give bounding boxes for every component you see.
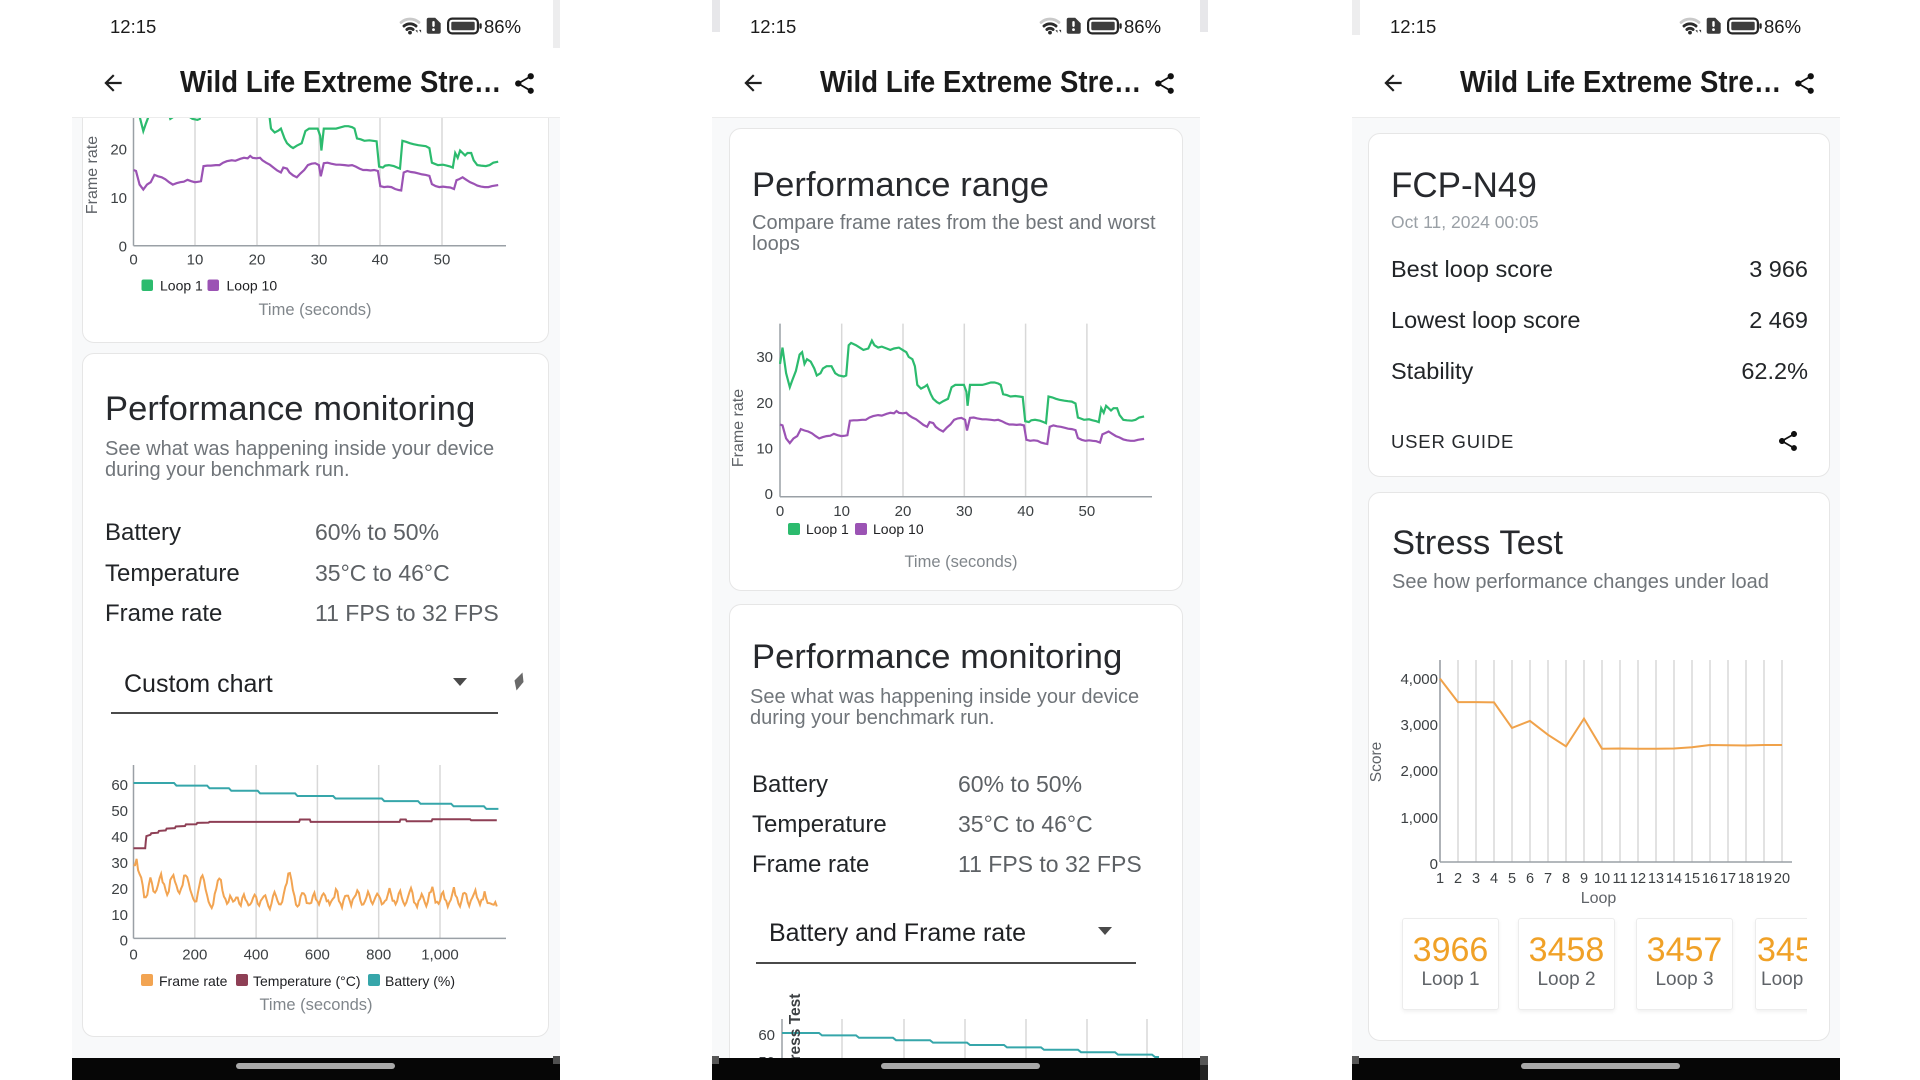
svg-text:0: 0	[765, 486, 773, 503]
svg-text:13: 13	[1648, 871, 1664, 887]
svg-text:18: 18	[1738, 871, 1754, 887]
svg-text:30: 30	[111, 855, 128, 872]
svg-text:20: 20	[111, 881, 128, 898]
svg-text:600: 600	[305, 947, 330, 964]
svg-text:20: 20	[1774, 871, 1790, 887]
svg-text:19: 19	[1756, 871, 1772, 887]
svg-text:Time (seconds): Time (seconds)	[259, 996, 372, 1014]
svg-text:60: 60	[111, 777, 128, 794]
svg-text:20: 20	[249, 252, 266, 269]
svg-text:8: 8	[1562, 871, 1570, 887]
svg-text:Loop 1: Loop 1	[806, 521, 849, 537]
svg-text:Frame rate: Frame rate	[159, 973, 228, 989]
svg-text:1,000: 1,000	[421, 947, 459, 964]
svg-text:40: 40	[111, 829, 128, 846]
svg-text:1,000: 1,000	[1400, 810, 1438, 827]
svg-text:Temperature (°C): Temperature (°C)	[253, 973, 361, 989]
svg-text:Loop: Loop	[1581, 890, 1617, 907]
svg-text:1: 1	[1436, 871, 1444, 887]
svg-text:5: 5	[1508, 871, 1516, 887]
svg-text:6: 6	[1526, 871, 1534, 887]
svg-text:4,000: 4,000	[1400, 671, 1438, 688]
svg-text:2: 2	[1454, 871, 1462, 887]
svg-text:10: 10	[110, 190, 127, 207]
svg-text:0: 0	[776, 503, 784, 520]
svg-text:0: 0	[129, 252, 137, 269]
svg-text:60: 60	[758, 1027, 775, 1044]
svg-text:0: 0	[129, 947, 137, 964]
svg-text:4: 4	[1490, 871, 1498, 887]
svg-text:Time (seconds): Time (seconds)	[258, 301, 371, 319]
svg-text:800: 800	[366, 947, 391, 964]
svg-text:Frame rate: Frame rate	[730, 389, 747, 467]
svg-text:12: 12	[1630, 871, 1646, 887]
svg-text:11: 11	[1612, 871, 1627, 887]
svg-text:50: 50	[111, 803, 128, 820]
svg-text:15: 15	[1684, 871, 1700, 887]
svg-text:20: 20	[110, 142, 127, 159]
svg-text:9: 9	[1580, 871, 1588, 887]
svg-text:40: 40	[1017, 503, 1034, 520]
svg-text:Frame rate: Frame rate	[84, 136, 101, 214]
svg-text:50: 50	[758, 1054, 775, 1058]
svg-text:10: 10	[756, 441, 773, 458]
svg-text:20: 20	[756, 395, 773, 412]
svg-text:10: 10	[187, 252, 204, 269]
svg-text:400: 400	[244, 947, 269, 964]
svg-text:40: 40	[372, 252, 389, 269]
svg-text:3: 3	[1472, 871, 1480, 887]
svg-text:30: 30	[311, 252, 328, 269]
svg-text:Loop 10: Loop 10	[227, 278, 278, 294]
svg-text:2,000: 2,000	[1400, 763, 1438, 780]
svg-text:Loop 10: Loop 10	[873, 521, 924, 537]
svg-text:16: 16	[1702, 871, 1718, 887]
svg-text:20: 20	[895, 503, 912, 520]
svg-text:50: 50	[434, 252, 451, 269]
svg-text:Score: Score	[1368, 742, 1385, 783]
svg-text:Battery (%): Battery (%)	[385, 973, 455, 989]
svg-text:Loop 1: Loop 1	[160, 278, 203, 294]
svg-text:0: 0	[120, 932, 128, 949]
svg-text:10: 10	[1594, 871, 1610, 887]
svg-text:3,000: 3,000	[1400, 717, 1438, 734]
svg-text:Time (seconds): Time (seconds)	[904, 553, 1017, 571]
svg-text:10: 10	[111, 907, 128, 924]
svg-text:7: 7	[1544, 871, 1552, 887]
svg-text:0: 0	[1430, 856, 1438, 873]
svg-text:14: 14	[1666, 871, 1682, 887]
svg-text:0: 0	[119, 239, 127, 256]
svg-text:200: 200	[182, 947, 207, 964]
svg-text:30: 30	[956, 503, 973, 520]
svg-text:17: 17	[1720, 871, 1736, 887]
svg-text:30: 30	[756, 349, 773, 366]
svg-text:10: 10	[833, 503, 850, 520]
svg-text:50: 50	[1079, 503, 1096, 520]
